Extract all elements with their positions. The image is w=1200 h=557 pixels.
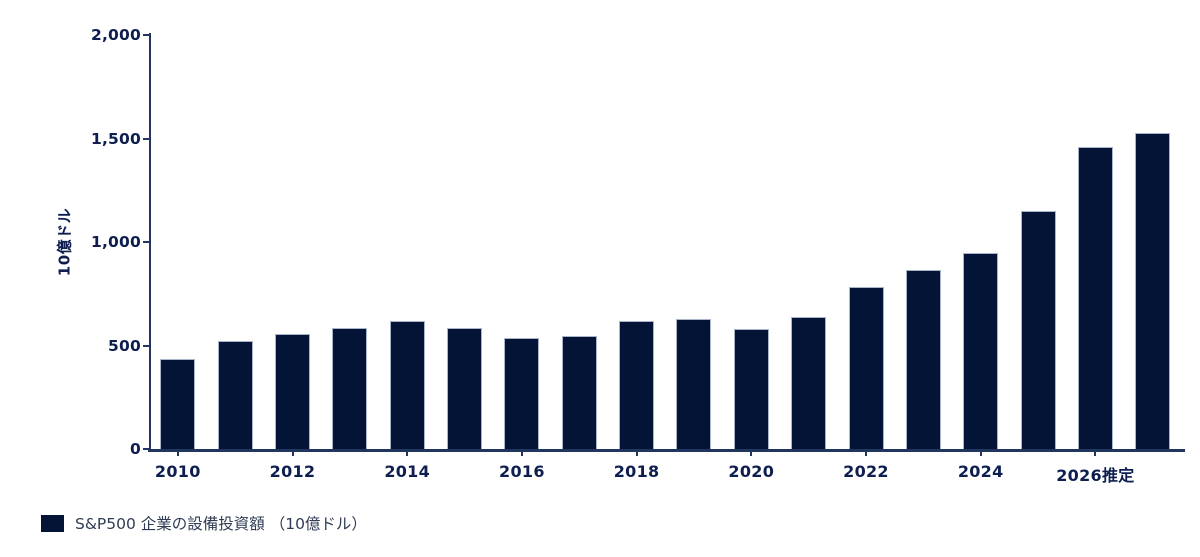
y-tick-label-1500: 1,500 xyxy=(90,129,141,148)
y-tick-label-0: 0 xyxy=(130,440,141,458)
bar-2013 xyxy=(332,327,368,449)
x-tick-label-2014: 2014 xyxy=(384,462,431,481)
x-tick-label-2012: 2012 xyxy=(269,462,316,481)
x-tick-2026 xyxy=(1094,451,1097,456)
bar-2018 xyxy=(619,320,655,449)
x-tick-label-2026: 2026推定 xyxy=(1056,466,1135,485)
y-axis-line xyxy=(149,33,151,451)
bar-2024 xyxy=(963,253,999,449)
x-tick-2010 xyxy=(176,451,179,456)
x-axis-line xyxy=(148,449,1185,452)
x-tick-label-2020: 2020 xyxy=(728,462,775,481)
bar-2011 xyxy=(217,341,253,449)
bar-2016 xyxy=(504,338,540,449)
y-tick-500 xyxy=(143,344,149,347)
bar-2026 xyxy=(1077,146,1113,449)
legend: S&P500 企業の設備投資額 （10億ドル） xyxy=(41,512,367,534)
y-tick-0 xyxy=(143,448,149,450)
x-tick-2012 xyxy=(291,451,294,456)
bar-2021 xyxy=(791,316,827,449)
x-tick-label-2022: 2022 xyxy=(843,462,889,481)
x-tick-2022 xyxy=(865,451,867,456)
x-tick-label-2018: 2018 xyxy=(613,462,660,481)
y-tick-1000 xyxy=(143,241,149,243)
x-tick-2018 xyxy=(635,451,638,456)
y-tick-2000 xyxy=(143,34,149,36)
x-tick-label-2024: 2024 xyxy=(957,462,1004,481)
x-tick-label-2010: 2010 xyxy=(154,462,201,481)
y-tick-label-500: 500 xyxy=(108,336,141,355)
y-tick-label-2000: 2,000 xyxy=(90,26,141,44)
bar-2023 xyxy=(905,269,941,449)
bar-2015 xyxy=(447,327,483,449)
bar-2025 xyxy=(1020,210,1056,449)
bar-2017 xyxy=(561,336,597,449)
x-tick-2016 xyxy=(520,451,523,456)
bar-2012 xyxy=(275,334,310,449)
legend-label: S&P500 企業の設備投資額 （10億ドル） xyxy=(75,515,367,533)
bar-2027 xyxy=(1135,133,1171,449)
bar-2010 xyxy=(160,358,196,449)
bar-2022 xyxy=(848,286,884,449)
y-tick-label-1000: 1,000 xyxy=(90,233,141,251)
x-tick-2020 xyxy=(750,451,753,456)
x-tick-label-2016: 2016 xyxy=(499,462,545,481)
bar-2020 xyxy=(733,328,769,449)
y-tick-1500 xyxy=(143,137,149,140)
legend-swatch xyxy=(41,514,64,532)
x-tick-2014 xyxy=(406,451,409,456)
bar-2019 xyxy=(676,318,712,449)
bar-2014 xyxy=(389,320,425,449)
x-tick-2024 xyxy=(979,451,982,456)
